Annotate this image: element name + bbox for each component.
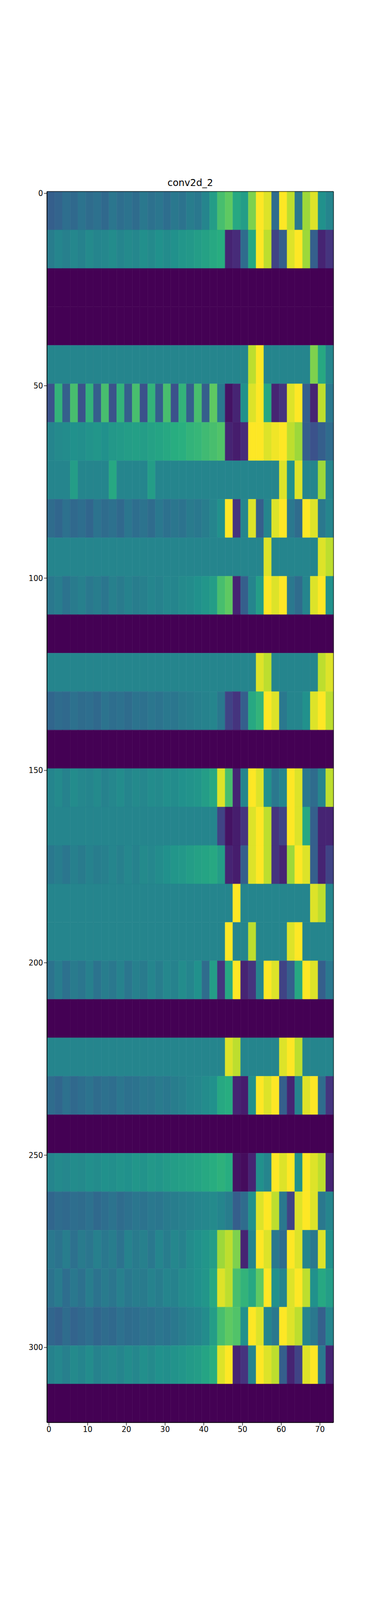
svg-text:50: 50 bbox=[237, 1425, 247, 1434]
svg-text:20: 20 bbox=[121, 1425, 131, 1434]
svg-text:40: 40 bbox=[199, 1425, 209, 1434]
svg-text:0: 0 bbox=[38, 189, 43, 198]
svg-text:300: 300 bbox=[28, 1343, 43, 1352]
svg-text:70: 70 bbox=[315, 1425, 325, 1434]
svg-text:60: 60 bbox=[276, 1425, 286, 1434]
svg-text:30: 30 bbox=[160, 1425, 170, 1434]
svg-text:150: 150 bbox=[28, 766, 43, 775]
html-text:conv2d_2: conv2d_2 bbox=[167, 177, 213, 188]
svg-text:100: 100 bbox=[28, 574, 43, 583]
svg-text:0: 0 bbox=[46, 1425, 52, 1434]
svg-text:50: 50 bbox=[33, 381, 43, 391]
svg-text:250: 250 bbox=[28, 1151, 43, 1160]
svg-text:200: 200 bbox=[28, 958, 43, 968]
svg-text:10: 10 bbox=[83, 1425, 93, 1434]
